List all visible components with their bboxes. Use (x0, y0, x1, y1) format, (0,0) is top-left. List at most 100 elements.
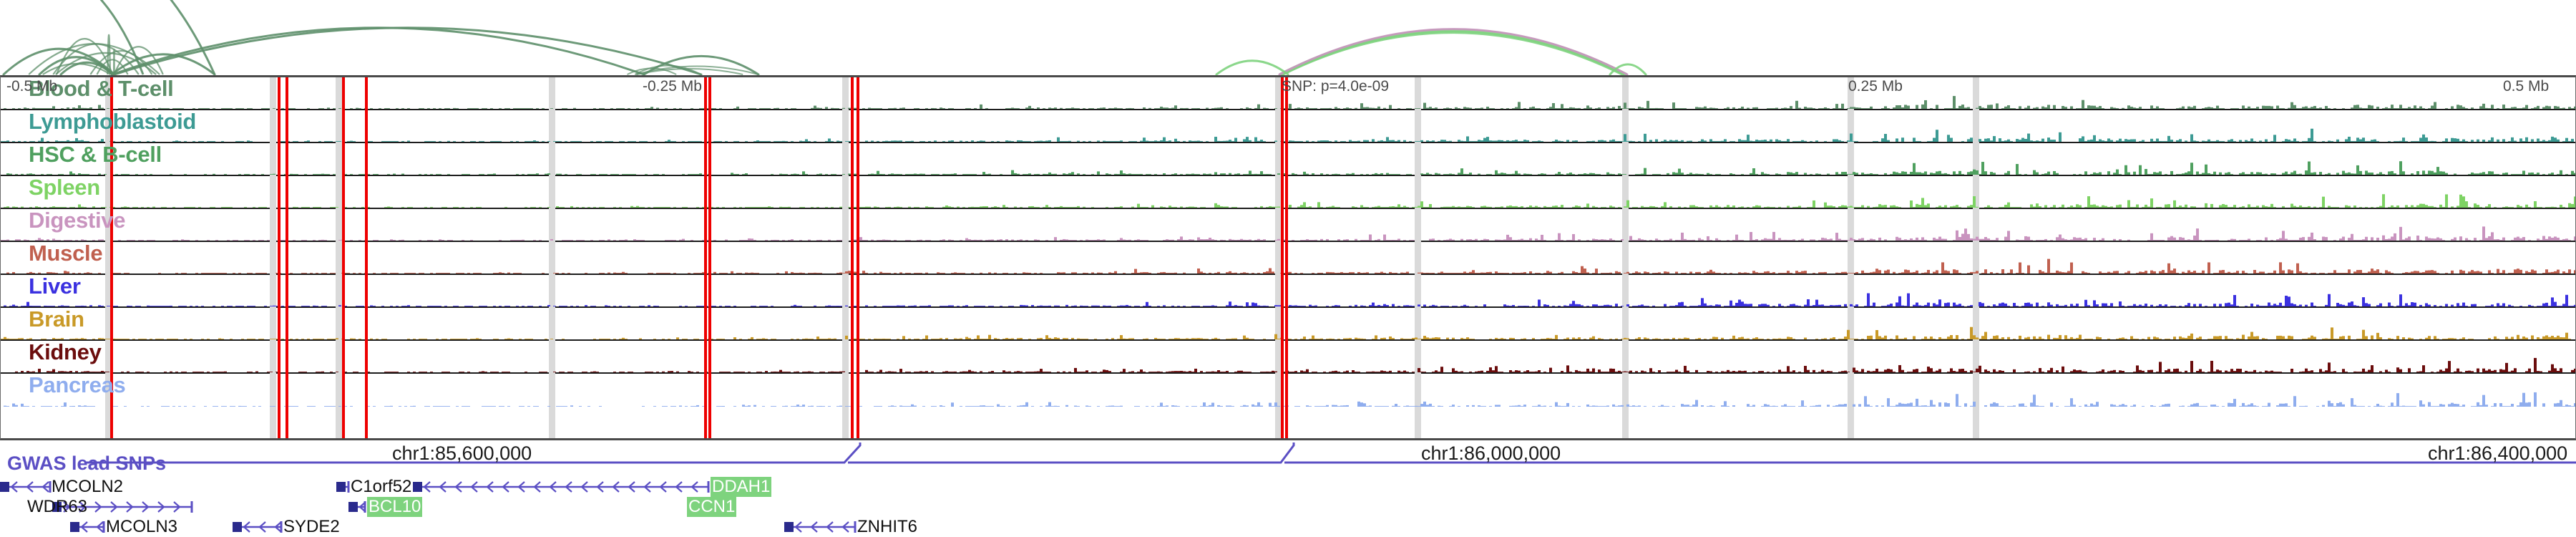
signal-bar (2104, 303, 2107, 306)
signal-bar (845, 271, 848, 274)
signal-bar (2445, 138, 2448, 142)
snp-marker-line[interactable] (278, 77, 280, 438)
signal-bar (1787, 240, 1790, 241)
signal-bar (1907, 270, 1910, 274)
signal-bar (2488, 140, 2491, 142)
snp-marker-line[interactable] (1281, 77, 1284, 438)
signal-bar (745, 141, 748, 142)
signal-bar (1292, 173, 1294, 175)
signal-bar (2228, 140, 2230, 142)
signal-bar (1028, 173, 1031, 175)
signal-bar (1767, 174, 1770, 175)
snp-marker-line[interactable] (286, 77, 288, 438)
signal-bar (1921, 104, 1924, 109)
signal-bar (1183, 140, 1186, 142)
signal-bar (1993, 136, 1996, 142)
signal-bar (2445, 273, 2448, 274)
signal-bar (733, 141, 736, 142)
signal-bar (1790, 337, 1792, 339)
signal-bar (1624, 337, 1626, 339)
signal-bar (333, 273, 336, 274)
signal-bar (1738, 337, 1741, 339)
signal-bar (2299, 108, 2302, 109)
signal-bar (1191, 206, 1194, 208)
signal-bar (828, 239, 831, 241)
signal-bar (1486, 137, 1489, 142)
signal-bar (1503, 141, 1506, 142)
signal-bar (1395, 174, 1397, 175)
signal-bar (1858, 107, 1861, 109)
signal-bar (1523, 108, 1526, 109)
signal-bar (2371, 237, 2373, 241)
signal-bar (608, 272, 610, 274)
snp-marker-line[interactable] (708, 77, 711, 438)
signal-bar (2145, 204, 2147, 208)
signal-bar (261, 273, 264, 274)
snp-marker-line[interactable] (704, 77, 707, 438)
signal-bar (2236, 338, 2239, 339)
signal-bar (2414, 105, 2416, 109)
signal-bar (2333, 108, 2336, 109)
signal-bar (104, 174, 107, 175)
signal-bar (1191, 239, 1194, 241)
signal-bar (702, 240, 705, 241)
signal-bar (914, 173, 917, 175)
signal-bar (2270, 305, 2273, 306)
signal-bar (121, 108, 124, 109)
signal-bar (2491, 137, 2494, 142)
signal-bar (407, 140, 410, 142)
signal-bar (1873, 207, 1875, 208)
signal-bar (836, 273, 839, 274)
signal-bar (1475, 108, 1478, 109)
signal-bar (1629, 108, 1632, 109)
signal-bar (602, 207, 605, 208)
signal-bar (2076, 238, 2079, 241)
signal-bar (951, 273, 954, 274)
signal-bar (613, 272, 616, 274)
signal-bar (1174, 338, 1177, 339)
snp-marker-line[interactable] (110, 77, 113, 438)
signal-bar (1489, 108, 1492, 109)
signal-bar (1014, 206, 1017, 208)
signal-bar (1189, 206, 1191, 208)
snp-marker-line[interactable] (857, 77, 859, 438)
snp-marker-line[interactable] (342, 77, 345, 438)
track-label-muscle: Muscle (29, 242, 103, 266)
signal-bar (1924, 100, 1927, 109)
track-signal-liver (1, 275, 2575, 306)
signal-bar (2345, 173, 2348, 175)
snp-marker-line[interactable] (365, 77, 368, 438)
signal-bar (665, 108, 668, 109)
signal-bar (1936, 238, 1938, 241)
signal-bar (1850, 273, 1853, 274)
signal-bar (192, 141, 195, 142)
snp-marker-line[interactable] (1285, 77, 1288, 438)
signal-bar (2442, 141, 2445, 142)
signal-bar (2394, 207, 2396, 208)
signal-bar (1506, 234, 1509, 241)
signal-bar (387, 174, 390, 175)
signal-bar (1131, 371, 1134, 372)
signal-bar (1956, 230, 1958, 241)
snp-marker-line[interactable] (851, 77, 854, 438)
signal-bar (2368, 141, 2371, 142)
signal-bar (602, 174, 605, 175)
signal-bar (1578, 107, 1581, 109)
signal-bar (227, 240, 230, 241)
signal-bar (1609, 108, 1612, 109)
signal-bar (1420, 173, 1423, 175)
signal-bar (1595, 268, 1598, 274)
signal-bar (2299, 173, 2302, 175)
signal-bar (1669, 238, 1672, 241)
signal-bar (696, 174, 699, 175)
signal-bar (1747, 135, 1750, 142)
signal-bar (1025, 272, 1028, 274)
signal-bar (2288, 269, 2290, 274)
signal-bar (1120, 206, 1123, 208)
signal-bar (1498, 239, 1501, 241)
signal-bar (1795, 141, 1798, 142)
signal-bar (1870, 335, 1873, 339)
signal-bar (2405, 141, 2408, 142)
signal-bar (2411, 141, 2414, 142)
signal-bar (132, 240, 135, 241)
